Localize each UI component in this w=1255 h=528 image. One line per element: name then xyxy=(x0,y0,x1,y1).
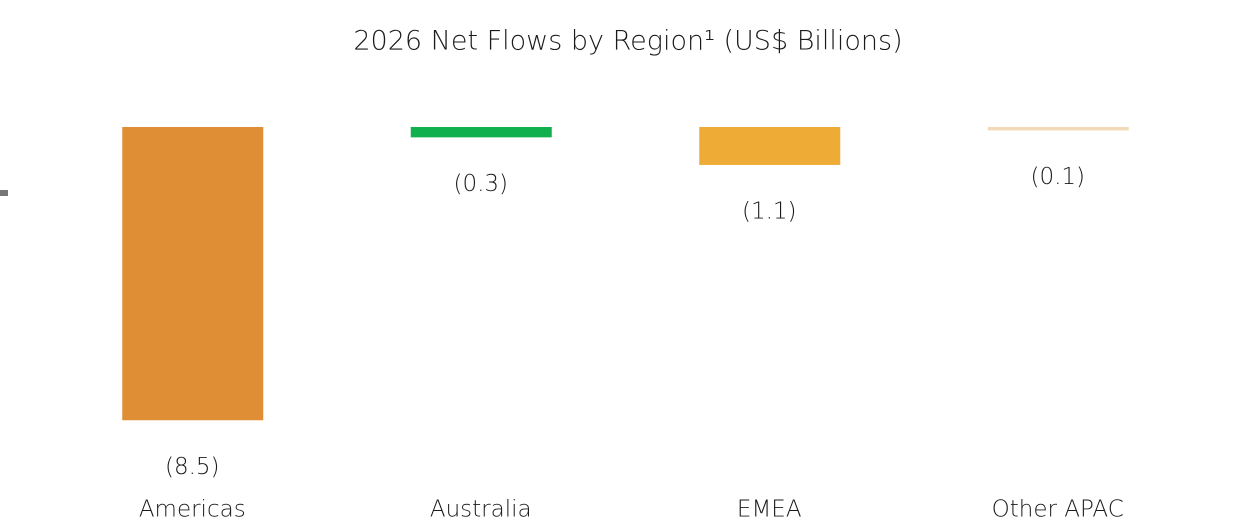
x-tick-label: Other APAC xyxy=(992,497,1124,523)
chart-title: 2026 Net Flows by Region¹ (US$ Billions) xyxy=(353,26,902,57)
value-label: (0.1) xyxy=(1030,164,1085,190)
edge-mark xyxy=(0,190,8,196)
value-label: (8.5) xyxy=(165,454,220,480)
value-label: (1.1) xyxy=(742,198,797,224)
bar xyxy=(410,127,552,138)
bar xyxy=(122,127,264,421)
x-tick-label: Americas xyxy=(139,497,246,523)
x-tick-label: Australia xyxy=(430,497,532,523)
bar xyxy=(699,127,841,165)
value-label: (0.3) xyxy=(453,171,508,197)
bar xyxy=(987,127,1129,131)
x-tick-label: EMEA xyxy=(737,497,802,523)
